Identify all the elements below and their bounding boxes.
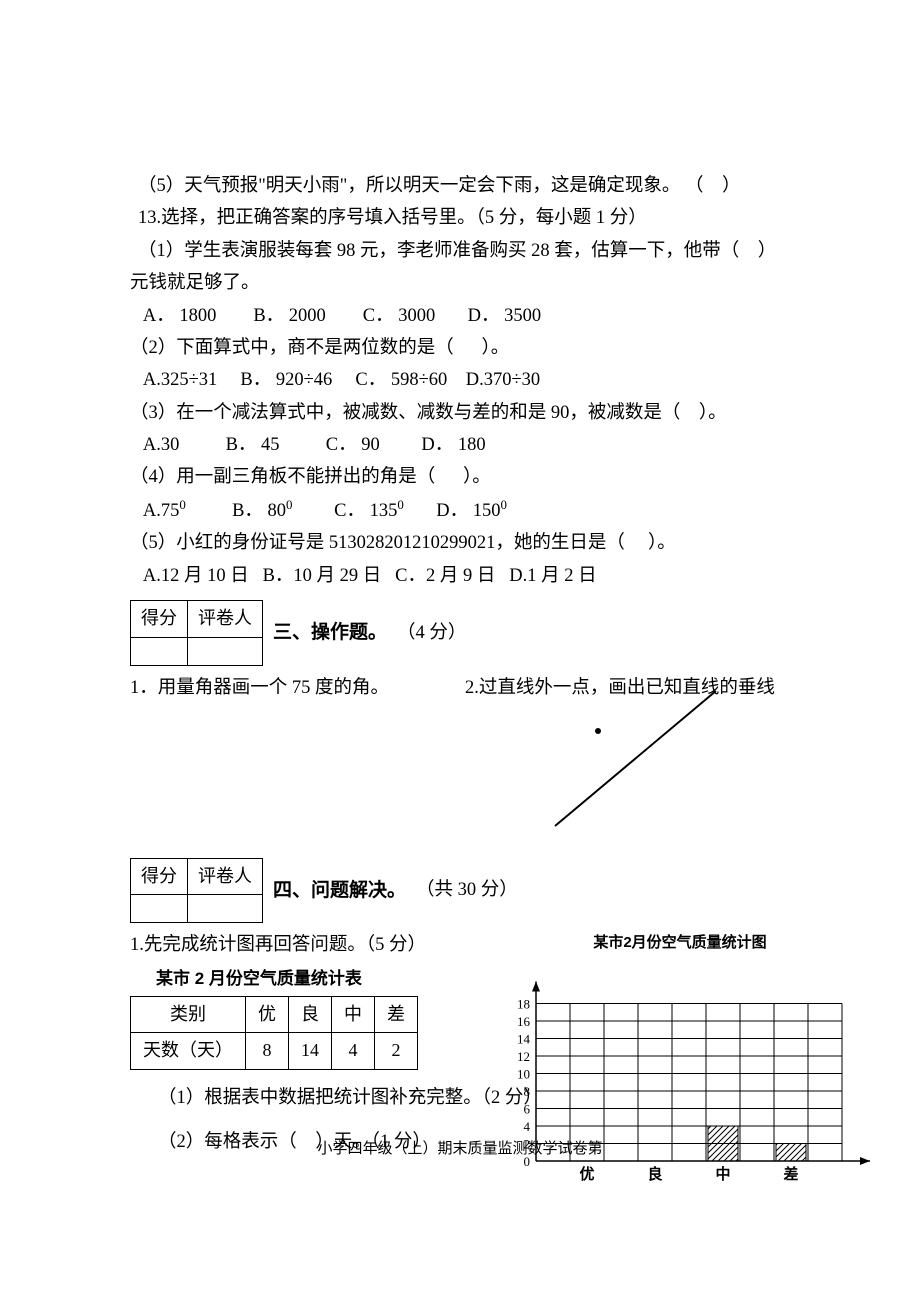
svg-text:14: 14 bbox=[517, 1031, 531, 1046]
stats-header: 类别 bbox=[131, 996, 246, 1033]
stats-header: 差 bbox=[375, 996, 418, 1033]
score-blank2[interactable] bbox=[188, 637, 263, 665]
stats-header: 优 bbox=[246, 996, 289, 1033]
q13-4: （4）用一副三角板不能拼出的角是（ ）。 bbox=[130, 461, 800, 493]
q-5-text: （5）天气预报"明天小雨"，所以明天一定会下雨，这是确定现象。 （ ） bbox=[130, 170, 800, 202]
svg-text:4: 4 bbox=[524, 1119, 531, 1134]
section-3-title: 三、操作题。 bbox=[273, 616, 387, 649]
q13-title: 13.选择，把正确答案的序号填入括号里。（5 分，每小题 1 分） bbox=[130, 202, 800, 234]
svg-text:12: 12 bbox=[517, 1049, 530, 1064]
svg-text:16: 16 bbox=[517, 1014, 531, 1029]
score-h2: 评卷人 bbox=[188, 601, 263, 638]
opt-c: C． 135 bbox=[334, 501, 397, 521]
section-3-row: 得分评卷人 三、操作题。 （4 分） bbox=[130, 600, 800, 666]
stats-header: 良 bbox=[289, 996, 332, 1033]
opt-d: D． 150 bbox=[436, 501, 500, 521]
op-2: 2.过直线外一点，画出已知直线的垂线 bbox=[465, 672, 800, 704]
stats-table: 类别优良中差天数（天）81442 bbox=[130, 996, 418, 1070]
stats-header: 中 bbox=[332, 996, 375, 1033]
section-4-row: 得分评卷人 四、问题解决。 （共 30 分） bbox=[130, 858, 800, 924]
svg-text:中: 中 bbox=[715, 1165, 730, 1183]
score4-h2: 评卷人 bbox=[188, 858, 263, 895]
section-3-pts: （4 分） bbox=[397, 617, 466, 649]
geom-row bbox=[130, 710, 800, 850]
score-box-3: 得分评卷人 bbox=[130, 600, 263, 666]
stats-row-label: 天数（天） bbox=[131, 1033, 246, 1070]
score-h1: 得分 bbox=[131, 601, 188, 638]
svg-text:6: 6 bbox=[524, 1101, 531, 1116]
q13-1-opts: A． 1800 B． 2000 C． 3000 D． 3500 bbox=[130, 300, 800, 332]
ops-row: 1．用量角器画一个 75 度的角。 2.过直线外一点，画出已知直线的垂线 bbox=[130, 672, 800, 704]
svg-text:差: 差 bbox=[783, 1165, 798, 1183]
q13-3: （3）在一个减法算式中，被减数、减数与差的和是 90，被减数是（ ）。 bbox=[130, 397, 800, 429]
svg-text:10: 10 bbox=[517, 1066, 530, 1081]
score-blank1[interactable] bbox=[131, 637, 188, 665]
perpendicular-area bbox=[465, 710, 800, 850]
page-footer: 小学四年级（上）期末质量监测数学试卷第 bbox=[0, 1136, 920, 1162]
opt-a: A.75 bbox=[143, 501, 180, 521]
q13-1a: （1）学生表演服装每套 98 元，李老师准备购买 28 套，估算一下，他带（ ） bbox=[130, 235, 800, 267]
svg-text:良: 良 bbox=[647, 1165, 662, 1183]
section-4-title: 四、问题解决。 bbox=[273, 874, 406, 907]
svg-text:优: 优 bbox=[579, 1165, 594, 1183]
q13-3-opts: A.30 B． 45 C． 90 D． 180 bbox=[130, 429, 800, 461]
q13-5-opts: A.12 月 10 日 B．10 月 29 日 C．2 月 9 日 D.1 月 … bbox=[130, 560, 800, 592]
score-box-4: 得分评卷人 bbox=[130, 858, 263, 924]
svg-text:8: 8 bbox=[524, 1084, 531, 1099]
q13-2-opts: A.325÷31 B． 920÷46 C． 598÷60 D.370÷30 bbox=[130, 364, 800, 396]
svg-text:18: 18 bbox=[517, 996, 530, 1011]
stats-cell: 8 bbox=[246, 1033, 289, 1070]
q13-4-opts: A.750 B． 800 C． 1350 D． 1500 bbox=[130, 494, 800, 528]
score4-h1: 得分 bbox=[131, 858, 188, 895]
score4-blank2[interactable] bbox=[188, 895, 263, 923]
chart-title: 某市2月份空气质量统计图 bbox=[480, 930, 880, 956]
protractor-area bbox=[130, 710, 465, 850]
stats-cell: 14 bbox=[289, 1033, 332, 1070]
opt-b: B． 80 bbox=[232, 501, 286, 521]
section-4-pts: （共 30 分） bbox=[416, 874, 518, 906]
q13-1b: 元钱就足够了。 bbox=[130, 267, 800, 299]
point-dot bbox=[595, 728, 601, 734]
score4-blank1[interactable] bbox=[131, 895, 188, 923]
op-1: 1．用量角器画一个 75 度的角。 bbox=[130, 672, 465, 704]
q13-5: （5）小红的身份证号是 513028201210299021，她的生日是（ ）。 bbox=[130, 527, 800, 559]
q13-2: （2）下面算式中，商不是两位数的是（ ）。 bbox=[130, 332, 800, 364]
line-segment bbox=[554, 690, 716, 827]
stats-cell: 4 bbox=[332, 1033, 375, 1070]
stats-cell: 2 bbox=[375, 1033, 418, 1070]
